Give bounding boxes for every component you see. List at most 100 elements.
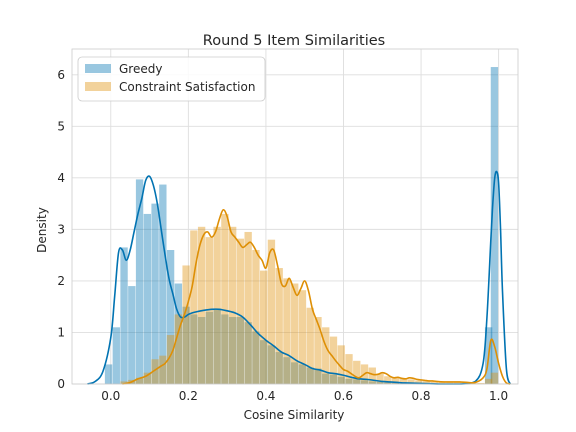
histogram-bar: [337, 376, 345, 384]
histogram-bar: [267, 239, 276, 384]
legend: Greedy Constraint Satisfaction: [77, 56, 266, 102]
histogram-bar: [143, 372, 152, 384]
histogram-bar: [415, 380, 423, 384]
histogram-bar: [360, 380, 369, 384]
histogram-bar: [205, 311, 214, 384]
histogram-bar: [337, 345, 345, 384]
histogram-bar: [221, 314, 229, 384]
histogram-bar: [135, 179, 144, 384]
histogram-bar: [151, 203, 159, 384]
histogram-bar: [322, 327, 330, 384]
histogram-bar: [228, 226, 237, 384]
histogram-bar: [236, 317, 245, 384]
histogram-bar: [135, 377, 144, 384]
histogram-bar: [104, 364, 113, 384]
x-tick-label: 0.0: [101, 389, 120, 403]
y-tick-label: 5: [57, 119, 65, 133]
histogram-bar: [298, 290, 307, 384]
histogram-bar: [368, 367, 376, 384]
histogram-bar: [190, 230, 198, 384]
histogram-bar: [213, 309, 221, 384]
histogram-bar: [221, 213, 229, 384]
y-tick-labels: 0 1 2 3 4 5 6: [57, 68, 65, 391]
histogram-bar: [353, 360, 361, 384]
x-tick-label: 0.2: [179, 389, 198, 403]
histogram-bar: [259, 340, 268, 384]
y-tick-label: 4: [57, 171, 65, 185]
histogram-bar: [446, 381, 454, 384]
x-tick-label: 1.0: [489, 389, 508, 403]
kde-curves: [87, 170, 512, 385]
histogram-bar: [166, 250, 175, 384]
legend-frame: [77, 56, 266, 102]
histogram-bar: [376, 373, 384, 384]
histogram-bar: [213, 226, 221, 384]
histogram-bar: [314, 368, 322, 384]
histogram-bar: [291, 283, 299, 384]
histogram-bar: [353, 379, 361, 384]
plot-background: [72, 49, 518, 384]
histogram-bar: [490, 67, 499, 385]
histogram-bar: [407, 379, 415, 384]
histogram-bar: [306, 307, 314, 384]
histogram-bar: [252, 250, 260, 384]
histogram-bar: [275, 268, 283, 384]
x-tick-label: 0.8: [411, 389, 430, 403]
greedy-histogram: [104, 67, 499, 385]
histogram-bar: [384, 382, 392, 384]
legend-swatch-greedy: [85, 64, 111, 73]
histogram-bar: [236, 238, 245, 384]
histogram-bar: [151, 359, 159, 384]
histogram-bar: [244, 322, 252, 384]
chart-title: Round 5 Item Similarities: [203, 33, 385, 49]
plot-frame: [71, 48, 519, 385]
plot-area: [71, 48, 519, 385]
histogram-bar: [329, 336, 338, 384]
histogram-bar: [267, 345, 276, 384]
histogram-bar: [120, 381, 128, 384]
histogram-bar: [197, 317, 206, 384]
histogram-bar: [306, 367, 314, 384]
histogram-bar: [322, 373, 330, 384]
histogram-bar: [197, 226, 206, 384]
histogram-bar: [128, 286, 136, 384]
kde-line: [87, 170, 512, 385]
histogram-bar: [345, 378, 353, 384]
histogram-bar: [314, 317, 322, 384]
histogram-bar: [283, 357, 291, 384]
histogram-bar: [112, 327, 120, 384]
histogram-bar: [120, 247, 128, 384]
x-axis-label: Cosine Similarity: [244, 408, 345, 422]
histogram-bar: [329, 374, 338, 384]
histogram-bar: [490, 372, 499, 384]
histogram-bar: [159, 184, 167, 384]
y-tick-label: 3: [57, 222, 65, 236]
kde-line: [122, 208, 511, 385]
histogram-bar: [275, 352, 283, 384]
histogram-bar: [252, 331, 260, 384]
histogram-bar: [368, 381, 376, 384]
histogram-bar: [376, 381, 384, 384]
histogram-bar: [291, 362, 299, 384]
x-tick-labels: 0.0 0.2 0.4 0.6 0.8 1.0: [101, 389, 508, 403]
histogram-bar: [298, 364, 307, 384]
histogram-bar: [484, 378, 493, 384]
y-tick-label: 0: [57, 377, 65, 391]
histogram-bar: [228, 317, 237, 384]
histogram-bar: [166, 335, 175, 384]
histogram-bar: [422, 380, 431, 384]
histogram-bar: [259, 270, 268, 384]
histogram-bar: [477, 382, 485, 384]
histogram-bar: [391, 382, 400, 384]
y-tick-label: 2: [57, 274, 65, 288]
constraint-satisfaction-histogram: [120, 213, 499, 384]
y-tick-label: 6: [57, 68, 65, 82]
x-tick-label: 0.4: [256, 389, 275, 403]
histogram-bar: [399, 378, 407, 384]
x-tick-label: 0.6: [334, 389, 353, 403]
y-axis-label: Density: [35, 207, 49, 253]
histogram-bar: [384, 376, 392, 384]
histogram-bar: [182, 306, 190, 384]
histogram-bar: [174, 314, 183, 384]
legend-label-constraint-satisfaction: Constraint Satisfaction: [119, 80, 255, 94]
